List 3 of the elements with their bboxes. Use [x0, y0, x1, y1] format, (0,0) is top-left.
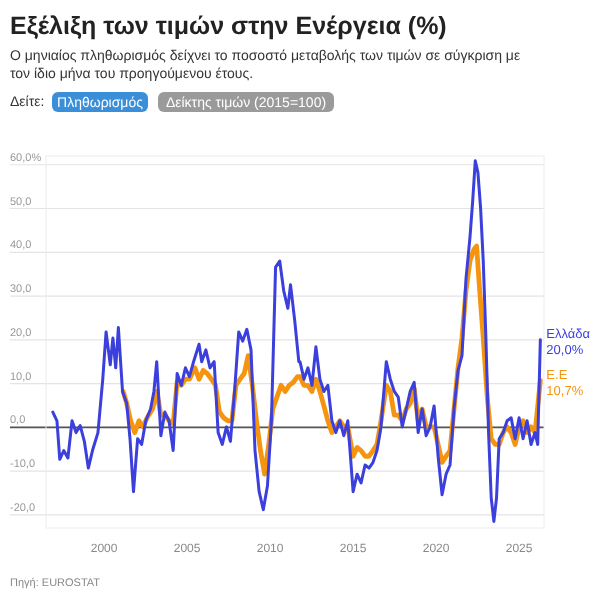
line-series	[51, 159, 542, 523]
line-series	[120, 243, 543, 477]
chart-title: Εξέλιξη των τιμών στην Ενέργεια (%)	[10, 12, 447, 40]
